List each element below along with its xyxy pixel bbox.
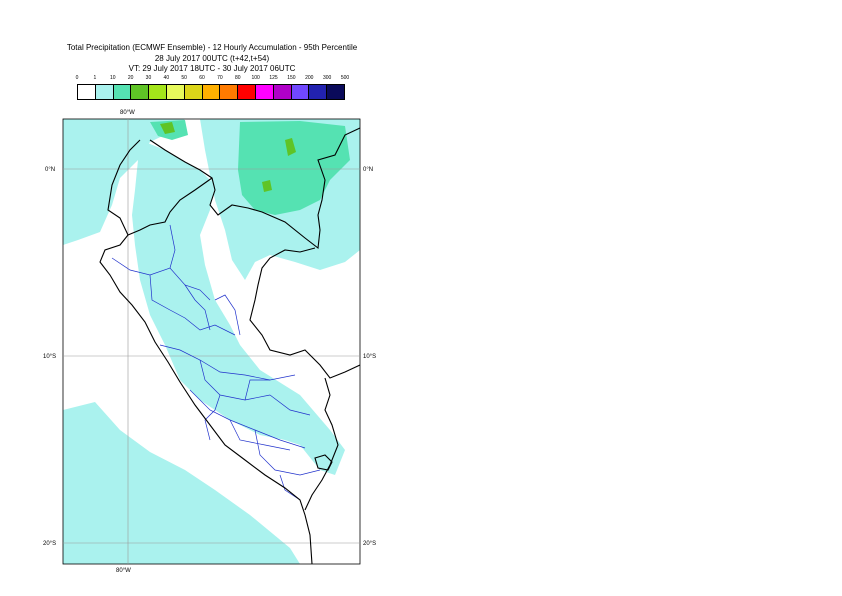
legend-swatch — [273, 85, 292, 99]
precip-area-ocean-north — [63, 119, 185, 245]
color-legend — [77, 84, 345, 100]
legend-level-label: 10 — [109, 75, 116, 81]
lat-label-right-0: 0°N — [363, 167, 373, 173]
lon-label-top: 80°W — [120, 110, 135, 116]
legend-swatch — [291, 85, 310, 99]
legend-swatch — [238, 85, 256, 99]
eastern-border — [249, 247, 360, 379]
chart-title: Total Precipitation (ECMWF Ensemble) - 1… — [66, 43, 358, 52]
lake-titicaca — [314, 454, 333, 471]
boundary-7 — [189, 389, 306, 449]
lat-label-left-20s: 20°S — [43, 541, 56, 547]
legend-swatch — [255, 85, 274, 99]
precip-area-ocean-south — [63, 402, 300, 564]
legend-level-label: 125 — [269, 75, 278, 81]
legend-level-label: 50 — [181, 75, 187, 81]
legend-swatch — [184, 85, 203, 99]
legend-level-label: 100 — [251, 75, 260, 81]
legend-level-label: 200 — [305, 75, 314, 81]
ecuador-border — [127, 177, 213, 236]
boundary-9 — [254, 429, 321, 476]
legend-level-label: 1 — [93, 75, 97, 81]
legend-swatch — [202, 85, 221, 99]
boundary-10 — [204, 394, 221, 441]
legend-level-label: 500 — [340, 75, 350, 81]
northern-border — [149, 127, 360, 250]
lat-label-left-0: 0°N — [45, 167, 55, 173]
boundary-4 — [184, 284, 211, 331]
lat-label-right-10s: 10°S — [363, 354, 376, 360]
region-boundaries — [111, 224, 321, 501]
legend-level-label: 80 — [235, 75, 241, 81]
precipitation-fields — [63, 119, 360, 564]
precip-area-andes — [132, 140, 345, 475]
legend-swatch — [78, 85, 96, 99]
legend-level-label: 60 — [199, 75, 205, 81]
map-frame — [62, 118, 361, 565]
legend-swatch — [131, 85, 150, 99]
legend-swatch — [149, 85, 167, 99]
legend-level-label: 300 — [322, 75, 332, 81]
precip-area-20-30-c — [262, 180, 272, 192]
legend-swatch — [166, 85, 185, 99]
legend-swatch — [95, 85, 114, 99]
bolivia-border — [304, 377, 339, 511]
boundary-3 — [169, 224, 176, 269]
legend-level-label: 0 — [75, 75, 79, 81]
lon-label-bottom: 80°W — [116, 568, 131, 574]
legend-level-label: 20 — [127, 75, 134, 81]
legend-swatch — [220, 85, 239, 99]
boundary-11 — [244, 379, 270, 401]
legend-swatch — [113, 85, 132, 99]
lat-label-right-20s: 20°S — [363, 541, 376, 547]
boundary-12 — [269, 394, 311, 416]
boundary-14 — [214, 294, 241, 336]
precip-area-20-30-b — [285, 138, 296, 156]
legend-level-label: 150 — [287, 75, 296, 81]
run-time-subtitle: 28 July 2017 00UTC (t+42,t+54) — [154, 54, 270, 63]
legend-level-label: 70 — [217, 75, 223, 81]
boundary-8 — [229, 419, 291, 451]
boundary-2 — [149, 274, 236, 336]
coastline — [99, 139, 313, 564]
precip-area-20-30-a — [160, 122, 175, 134]
legend-level-label: 30 — [145, 75, 152, 81]
legend-swatch — [327, 85, 344, 99]
legend-level-label: 40 — [163, 75, 170, 81]
legend-swatch — [309, 85, 328, 99]
lat-label-left-10s: 10°S — [43, 354, 56, 360]
valid-time-subtitle: VT: 29 July 2017 18UTC - 30 July 2017 06… — [128, 64, 296, 73]
coastline-and-borders — [99, 127, 360, 564]
